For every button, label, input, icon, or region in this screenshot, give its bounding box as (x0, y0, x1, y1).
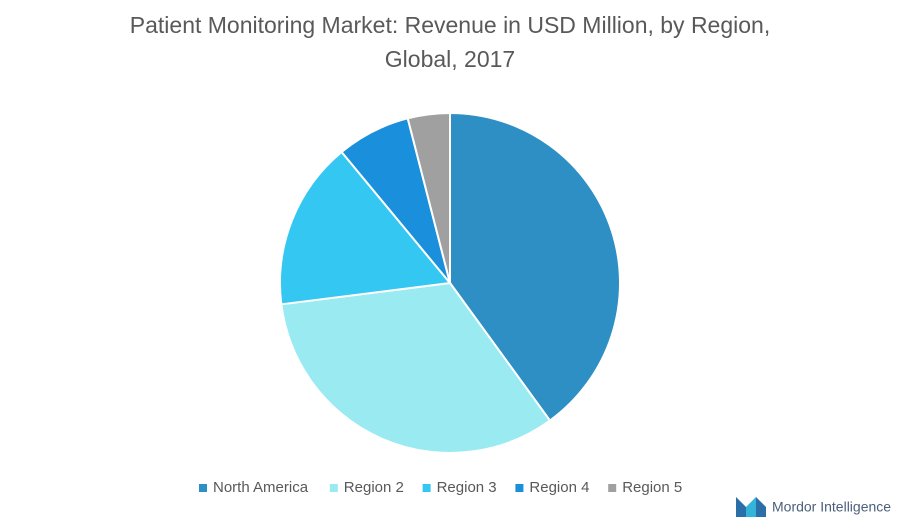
legend-label: Region 2 (344, 479, 404, 496)
legend-label: Region 3 (437, 479, 497, 496)
legend-label: North America (213, 479, 309, 496)
logo-icon (736, 497, 766, 517)
logo-text: Mordor Intelligence (772, 499, 891, 515)
chart-title: Patient Monitoring Market: Revenue in US… (129, 12, 771, 72)
legend-label: Region 4 (529, 479, 589, 496)
legend-swatch (329, 484, 338, 492)
legend-swatch (515, 484, 524, 492)
pie-slice (280, 281, 552, 454)
legend-label: Region 5 (622, 479, 682, 496)
pie-slice (406, 111, 451, 284)
legend-swatch (608, 484, 617, 492)
pie-slice (449, 111, 622, 422)
legend-swatch (199, 484, 207, 492)
pie-slice (279, 150, 452, 306)
legend-swatch (422, 484, 431, 492)
